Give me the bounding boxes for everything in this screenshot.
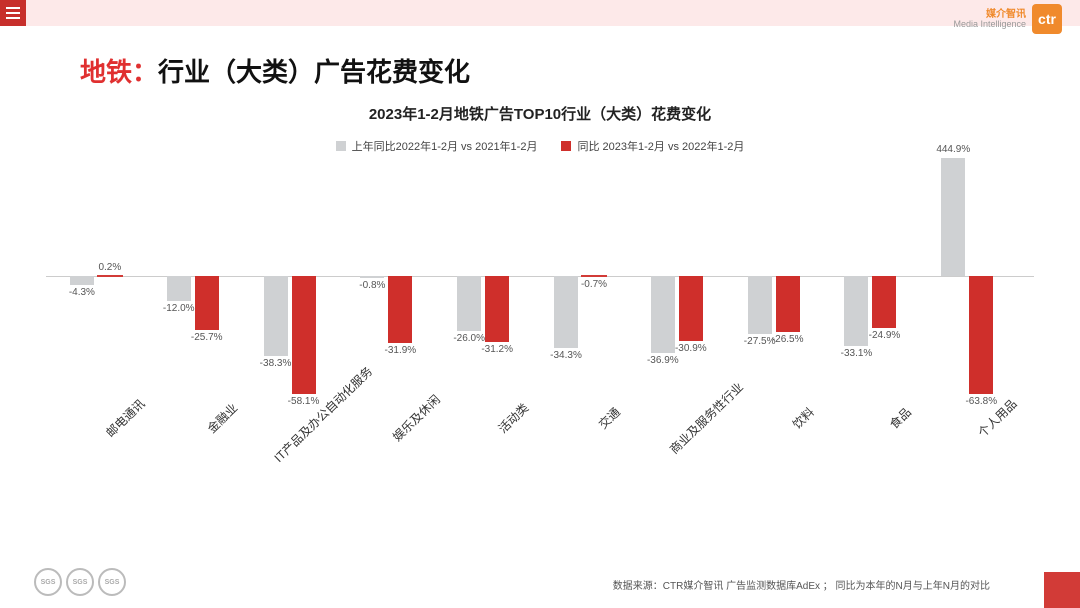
bar-value-label: -30.9% bbox=[661, 343, 721, 354]
legend-swatch-red bbox=[561, 141, 571, 151]
data-source-note: 数据来源：CTR媒介智讯 广告监测数据库AdEx ； 同比为本年的N月与上年N月… bbox=[613, 577, 990, 592]
bar-value-label: -33.1% bbox=[826, 348, 886, 359]
bar-s1 bbox=[457, 276, 481, 331]
bar-value-label: -0.7% bbox=[564, 279, 624, 290]
hamburger-menu-button[interactable] bbox=[0, 0, 26, 26]
bar-s2 bbox=[292, 276, 316, 394]
bar-value-label: -31.2% bbox=[467, 344, 527, 355]
bar-value-label: -24.9% bbox=[854, 330, 914, 341]
brand-name-cn: 媒介智讯 bbox=[953, 10, 1026, 20]
legend-item-prev-year: 上年同比2022年1-2月 vs 2021年1-2月 bbox=[336, 138, 538, 154]
bar-value-label: 0.2% bbox=[80, 262, 140, 273]
bar-s2 bbox=[195, 276, 219, 330]
bar-s1 bbox=[748, 276, 772, 334]
bar-s2 bbox=[776, 276, 800, 332]
corner-accent bbox=[1044, 572, 1080, 608]
bar-value-label: -26.5% bbox=[758, 334, 818, 345]
title-highlight: 地铁： bbox=[80, 57, 158, 87]
bar-s2 bbox=[872, 276, 896, 328]
legend-label-current: 同比 2023年1-2月 vs 2022年1-2月 bbox=[577, 138, 744, 154]
top-bar bbox=[0, 0, 1080, 26]
certification-badges: SGS SGS SGS bbox=[34, 568, 126, 596]
bar-s1 bbox=[167, 276, 191, 301]
chart-legend: 上年同比2022年1-2月 vs 2021年1-2月 同比 2023年1-2月 … bbox=[36, 138, 1044, 154]
bar-value-label: -4.3% bbox=[52, 287, 112, 298]
bar-s2 bbox=[388, 276, 412, 343]
bar-s1 bbox=[360, 276, 384, 278]
bar-s2 bbox=[485, 276, 509, 342]
sgs-badge-icon: SGS bbox=[34, 568, 62, 596]
bar-s2 bbox=[679, 276, 703, 341]
bar-s2 bbox=[969, 276, 993, 394]
bar-value-label: -36.9% bbox=[633, 355, 693, 366]
bar-s1 bbox=[264, 276, 288, 356]
bar-s1 bbox=[70, 276, 94, 285]
bar-value-label: -31.9% bbox=[370, 345, 430, 356]
legend-item-current: 同比 2023年1-2月 vs 2022年1-2月 bbox=[561, 138, 744, 154]
legend-swatch-grey bbox=[336, 141, 346, 151]
sgs-badge-icon: SGS bbox=[98, 568, 126, 596]
bar-value-label: -34.3% bbox=[536, 350, 596, 361]
sgs-badge-icon: SGS bbox=[66, 568, 94, 596]
bar-chart: -4.3%0.2%邮电通讯-12.0%-25.7%金融业-38.3%-58.1%… bbox=[36, 186, 1044, 486]
page-title: 地铁：行业（大类）广告花费变化 bbox=[80, 52, 1044, 89]
bar-value-label: 444.9% bbox=[923, 144, 983, 155]
bar-s1 bbox=[651, 276, 675, 353]
bar-s1 bbox=[941, 158, 965, 276]
chart-subtitle: 2023年1-2月地铁广告TOP10行业（大类）花费变化 bbox=[36, 103, 1044, 124]
title-main: 行业（大类）广告花费变化 bbox=[158, 57, 470, 87]
legend-label-prev-year: 上年同比2022年1-2月 vs 2021年1-2月 bbox=[352, 138, 538, 154]
bar-value-label: -25.7% bbox=[177, 332, 237, 343]
